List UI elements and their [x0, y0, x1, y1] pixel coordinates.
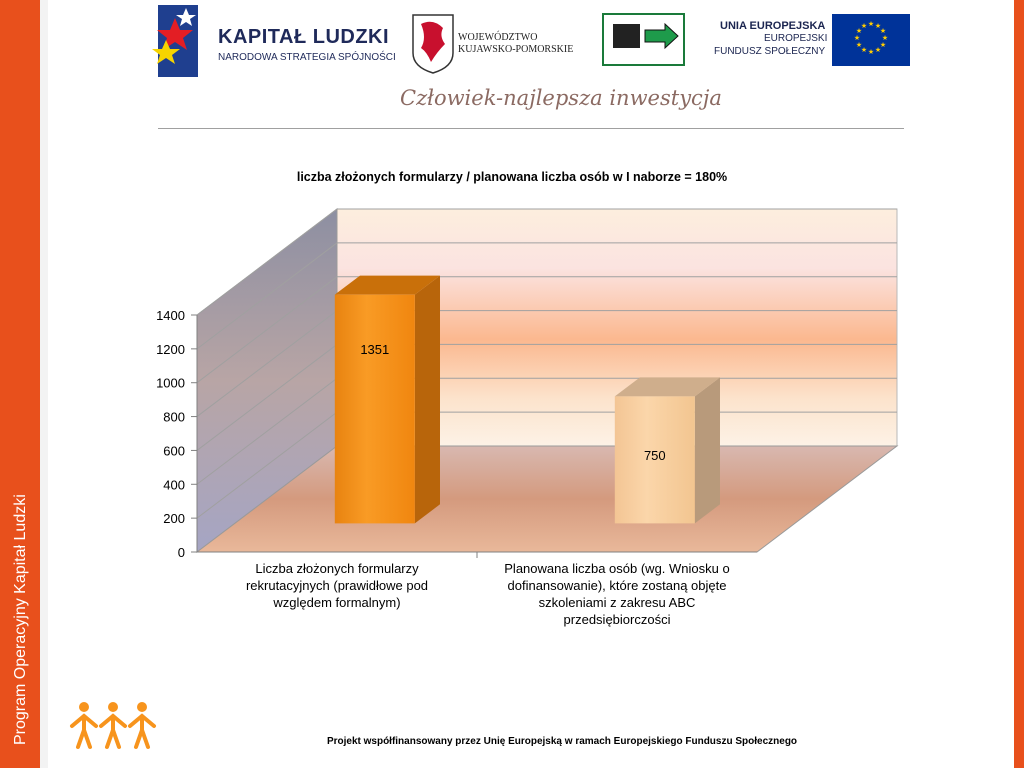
x-category-label: Liczba złożonych formularzy: [255, 561, 419, 576]
x-category-label: rekrutacyjnych (prawidłowe pod: [246, 578, 428, 593]
data-label: 750: [644, 448, 666, 463]
kapital-ludzki-subtitle: NARODOWA STRATEGIA SPÓJNOŚCI: [218, 52, 396, 63]
bar: [614, 396, 695, 524]
svg-text:★: ★: [880, 41, 886, 49]
svg-text:★: ★: [861, 22, 867, 30]
kapital-ludzki-logo: [152, 5, 198, 77]
side-accent-divider: [40, 0, 48, 768]
svg-text:★: ★: [868, 20, 874, 28]
ue-label: UNIA EUROPEJSKA: [720, 20, 826, 32]
cofinancing-footer: Projekt współfinansowany przez Unię Euro…: [326, 736, 798, 747]
people-figures-logo: [70, 702, 156, 749]
x-category-label: względem formalnym): [272, 595, 400, 610]
svg-text:★: ★: [882, 34, 888, 42]
gridline: [196, 242, 897, 350]
x-category-label: szkoleniami z zakresu ABC: [539, 595, 696, 610]
svg-text:★: ★: [875, 46, 881, 54]
y-tick-label: 200: [163, 511, 185, 526]
bar: [334, 294, 415, 524]
x-category-label: przedsiębiorczości: [564, 612, 671, 627]
x-category-label: dofinansowanie), które zostaną objęte: [508, 578, 727, 593]
x-category-label: Planowana liczba osób (wg. Wniosku o: [504, 561, 729, 576]
eu-flag: ★ ★★ ★★★ ★★★ ★★★: [832, 14, 910, 66]
y-tick-label: 0: [178, 545, 185, 560]
data-label: 1351: [360, 342, 389, 357]
svg-text:★: ★: [856, 41, 862, 49]
efs-label-line2: FUNDUSZ SPOŁECZNY: [714, 46, 826, 57]
y-tick-label: 600: [163, 443, 185, 458]
kapital-ludzki-title: KAPITAŁ LUDZKI: [218, 26, 390, 48]
y-tick-label: 800: [163, 410, 185, 425]
y-tick-label: 1400: [156, 308, 185, 323]
gridline: [196, 276, 897, 384]
y-tick-label: 1200: [156, 342, 185, 357]
bar-side: [414, 275, 440, 524]
svg-text:★: ★: [880, 27, 886, 35]
wup-torun-logo: [602, 13, 685, 66]
svg-text:★: ★: [854, 34, 860, 42]
svg-text:★: ★: [868, 48, 874, 56]
y-tick-label: 1000: [156, 376, 185, 391]
wojewodztwo-crest: [412, 14, 454, 74]
bar-side: [694, 377, 720, 524]
right-accent-bar: [1014, 0, 1024, 768]
svg-text:★: ★: [875, 22, 881, 30]
chart-title: liczba złożonych formularzy / planowana …: [296, 170, 728, 184]
svg-text:★: ★: [856, 27, 862, 35]
slogan: Człowiek-najlepsza inwestycja: [400, 86, 722, 110]
wojewodztwo-label: WOJEWÓDZTWO: [458, 32, 538, 43]
header-divider: [158, 128, 904, 129]
wojewodztwo-name: KUJAWSKO-POMORSKIE: [458, 44, 574, 55]
svg-text:★: ★: [861, 46, 867, 54]
bar-top: [334, 275, 440, 295]
y-tick-label: 400: [163, 477, 185, 492]
efs-label-line1: EUROPEJSKI: [764, 33, 828, 44]
gridline: [196, 208, 897, 316]
bar-top: [614, 377, 720, 397]
